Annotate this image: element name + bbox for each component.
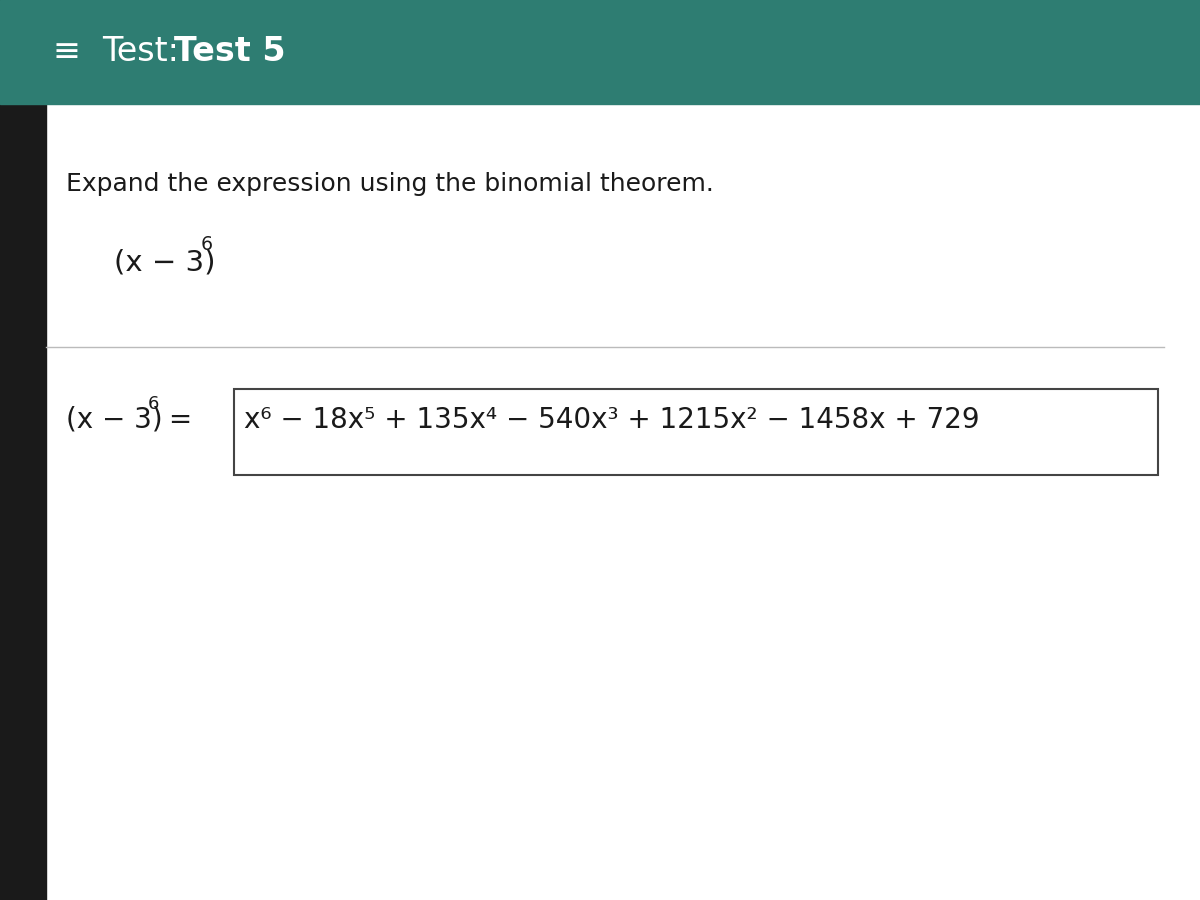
Text: (x − 3): (x − 3)	[114, 248, 216, 276]
Text: =: =	[160, 406, 200, 434]
Bar	[0, 0, 46, 900]
Bar	[46, 104, 1200, 900]
Text: ≡: ≡	[52, 35, 80, 68]
Text: 6: 6	[200, 235, 212, 254]
Bar	[0, 0, 1200, 104]
Text: Test:: Test:	[102, 35, 190, 68]
Text: x⁶ − 18x⁵ + 135x⁴ − 540x³ + 1215x² − 1458x + 729: x⁶ − 18x⁵ + 135x⁴ − 540x³ + 1215x² − 145…	[244, 406, 979, 434]
FancyBboxPatch shape	[234, 389, 1158, 475]
Text: 6: 6	[148, 395, 158, 413]
Text: Test 5: Test 5	[174, 35, 286, 68]
Text: (x − 3): (x − 3)	[66, 406, 163, 434]
Text: Expand the expression using the binomial theorem.: Expand the expression using the binomial…	[66, 173, 714, 196]
